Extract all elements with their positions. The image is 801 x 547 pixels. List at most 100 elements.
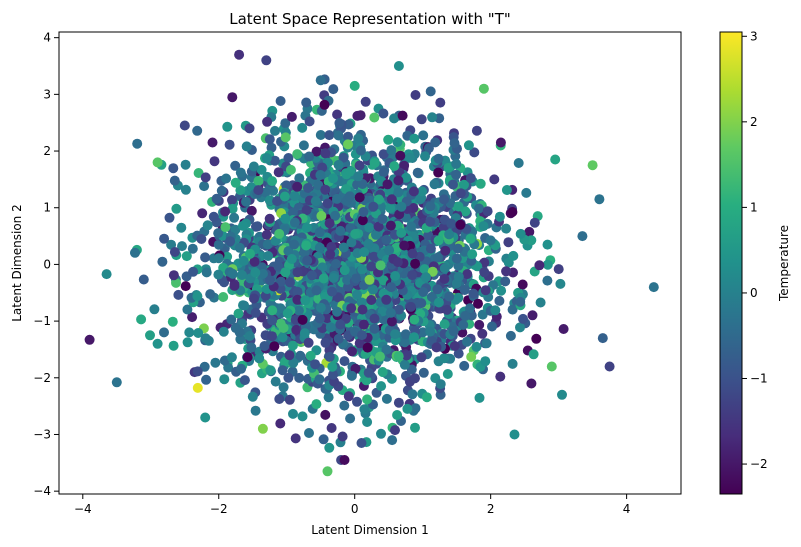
scatter-point	[324, 130, 335, 141]
scatter-point	[373, 194, 384, 205]
scatter-point	[474, 319, 485, 330]
scatter-point	[213, 253, 224, 264]
scatter-point	[200, 412, 211, 423]
scatter-point	[334, 118, 345, 128]
scatter-point	[288, 408, 298, 419]
scatter-point	[320, 148, 331, 159]
scatter-point	[267, 331, 277, 342]
scatter-point	[182, 337, 193, 348]
scatter-point	[427, 266, 438, 277]
scatter-point	[318, 273, 329, 284]
scatter-point	[385, 307, 396, 318]
scatter-point	[229, 280, 240, 291]
scatter-point	[213, 228, 224, 239]
scatter-point	[294, 372, 305, 383]
scatter-point	[84, 334, 95, 345]
scatter-point	[171, 277, 181, 288]
scatter-point	[439, 263, 450, 274]
scatter-point	[494, 211, 505, 222]
scatter-point	[275, 418, 286, 429]
scatter-point	[227, 268, 238, 279]
scatter-point	[299, 328, 310, 339]
scatter-point	[429, 179, 440, 190]
scatter-point	[407, 248, 418, 259]
colorbar-tick-label: 1	[750, 200, 758, 214]
scatter-point	[317, 162, 328, 173]
scatter-point	[425, 201, 436, 212]
scatter-point	[407, 389, 418, 400]
scatter-point	[501, 266, 512, 277]
scatter-point	[314, 227, 325, 238]
scatter-point	[346, 237, 357, 248]
scatter-point	[515, 322, 525, 333]
scatter-point	[192, 382, 203, 393]
scatter-point	[311, 146, 322, 157]
scatter-point	[467, 249, 478, 260]
scatter-point	[401, 172, 412, 183]
scatter-point	[218, 292, 229, 302]
scatter-point	[347, 346, 357, 357]
scatter-point	[442, 369, 453, 379]
scatter-point	[314, 313, 325, 324]
scatter-point	[444, 291, 455, 302]
scatter-point	[386, 145, 397, 156]
scatter-point	[350, 229, 361, 239]
scatter-point	[577, 231, 588, 242]
scatter-point	[362, 417, 373, 427]
colorbar-tick-label: 0	[750, 286, 758, 300]
scatter-point	[181, 251, 192, 262]
scatter-point	[546, 361, 557, 372]
y-ticks: −4 −3 −2 −1 0 1 2 3 4	[33, 31, 59, 498]
scatter-point	[345, 413, 356, 424]
scatter-point	[462, 336, 472, 347]
scatter-point	[416, 298, 427, 309]
scatter-point	[346, 370, 357, 381]
scatter-point	[462, 269, 473, 280]
scatter-point	[433, 235, 444, 246]
scatter-point	[517, 279, 528, 290]
scatter-point	[339, 455, 350, 465]
scatter-point	[169, 247, 180, 257]
scatter-point	[274, 228, 285, 239]
scatter-point	[276, 276, 286, 287]
scatter-point	[269, 341, 280, 352]
y-tick-label: 2	[43, 144, 51, 158]
scatter-point	[277, 332, 288, 343]
scatter-point	[149, 304, 160, 315]
scatter-point	[241, 196, 251, 207]
scatter-point	[130, 247, 140, 258]
scatter-point	[392, 257, 403, 268]
scatter-point	[280, 213, 291, 224]
scatter-point	[326, 241, 337, 252]
scatter-point	[180, 159, 191, 170]
scatter-point	[244, 331, 255, 341]
scatter-point	[393, 351, 404, 362]
scatter-point	[269, 155, 280, 166]
scatter-point	[369, 313, 380, 324]
scatter-point	[213, 269, 224, 280]
scatter-point	[382, 179, 393, 190]
scatter-point	[534, 260, 545, 271]
scatter-point	[357, 264, 368, 275]
scatter-point	[378, 149, 389, 160]
scatter-point	[277, 365, 288, 376]
scatter-point	[535, 297, 546, 308]
scatter-point	[261, 229, 272, 240]
scatter-point	[369, 158, 380, 168]
scatter-point	[222, 121, 233, 132]
scatter-point	[247, 391, 258, 402]
scatter-point	[252, 221, 263, 232]
scatter-point	[303, 183, 313, 193]
scatter-point	[345, 166, 356, 177]
scatter-point	[431, 342, 442, 353]
scatter-point	[597, 333, 608, 344]
scatter-point	[328, 273, 339, 283]
scatter-point	[209, 156, 220, 167]
scatter-point	[408, 186, 419, 197]
scatter-point	[311, 399, 322, 410]
scatter-point	[253, 185, 264, 196]
scatter-point	[201, 267, 212, 278]
scatter-point	[301, 240, 312, 251]
scatter-point	[355, 145, 366, 156]
